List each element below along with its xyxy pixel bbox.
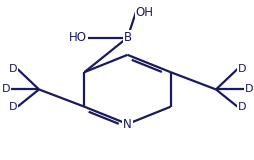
Text: D: D [9, 102, 18, 112]
Text: D: D [2, 84, 10, 94]
Text: D: D [236, 102, 245, 112]
Text: N: N [123, 118, 131, 131]
Text: HO: HO [69, 31, 87, 44]
Text: OH: OH [135, 6, 153, 19]
Text: B: B [123, 31, 131, 44]
Text: D: D [9, 64, 18, 74]
Text: D: D [236, 64, 245, 74]
Text: D: D [244, 84, 252, 94]
